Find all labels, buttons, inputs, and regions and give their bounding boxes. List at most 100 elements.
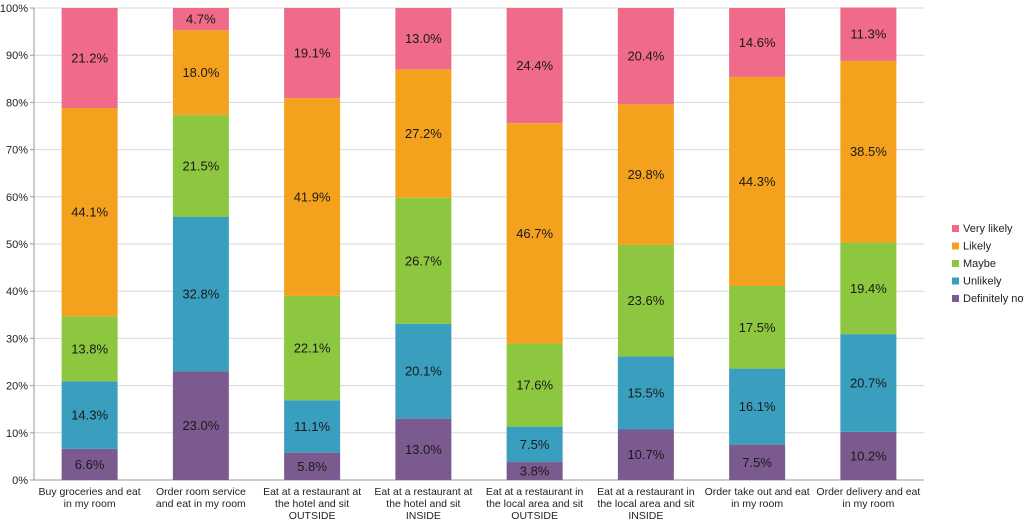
x-category-label-line: in my room — [64, 498, 116, 510]
bar-segment — [840, 334, 897, 432]
bar-stack: 6.6% 14.3% 13.8% 44.1% 21.2% — [61, 8, 118, 480]
legend-swatch — [952, 225, 959, 232]
data-label: 15.5% — [627, 385, 664, 400]
data-label: 16.1% — [739, 399, 776, 414]
bar-segment — [395, 197, 452, 324]
y-axis: 0% 10% 20% 30% 40% 50% 60% 70% 80% 90% 100% — [0, 3, 35, 487]
x-category-label-line: INSIDE — [406, 510, 441, 522]
bar-segment — [506, 123, 563, 344]
data-label: 20.7% — [850, 376, 887, 391]
bar-segment — [506, 343, 563, 427]
x-category-label-line: Eat at a restaurant at — [374, 486, 472, 498]
bar-segment — [617, 429, 674, 480]
data-label: 22.1% — [294, 341, 331, 356]
x-category-label-line: Order room service — [156, 486, 246, 498]
x-category-label: Eat at a restaurant in the local area and… — [597, 486, 695, 522]
x-category-label-line: INSIDE — [628, 510, 663, 522]
x-category-label: Order delivery and eat in my room — [816, 486, 920, 510]
data-label: 7.5% — [742, 455, 772, 470]
data-label: 6.6% — [75, 457, 105, 472]
data-label: 23.6% — [627, 293, 664, 308]
bar-segment — [617, 356, 674, 430]
legend-item: Definitely not — [952, 293, 1024, 305]
bar-segment — [729, 286, 786, 369]
data-label: 44.3% — [739, 174, 776, 189]
bar-segment — [506, 426, 563, 463]
x-category-label: Order take out and eat in my room — [705, 486, 810, 510]
data-label: 20.4% — [627, 49, 664, 64]
bar-segment — [506, 462, 563, 480]
bar-segment — [284, 400, 341, 453]
x-category-label: Eat at a restaurant at the hotel and sit I… — [374, 486, 472, 522]
y-tick-label: 60% — [6, 192, 28, 204]
bar-stack: 10.7% 15.5% 23.6% 29.8% 20.4% — [617, 8, 674, 480]
y-tick-label: 50% — [6, 239, 28, 251]
x-category-label-line: in my room — [842, 498, 894, 510]
data-label: 4.7% — [186, 12, 216, 27]
x-category-label-line: OUTSIDE — [511, 510, 558, 522]
y-tick-label: 80% — [6, 97, 28, 109]
x-category-label-line: the local area and sit — [486, 498, 583, 510]
data-label: 46.7% — [516, 226, 553, 241]
x-category-label-line: Buy groceries and eat — [39, 486, 141, 498]
x-category-label: Order room service and eat in my room — [156, 486, 246, 510]
x-category-label: Eat at a restaurant in the local area and… — [486, 486, 584, 522]
x-category-label-line: the hotel and sit — [386, 498, 460, 510]
legend-label: Likely — [963, 241, 992, 253]
data-label: 13.0% — [405, 442, 442, 457]
bar-segment — [61, 316, 118, 382]
data-label: 29.8% — [627, 167, 664, 182]
y-tick-label: 100% — [0, 3, 28, 15]
y-tick-label: 70% — [6, 145, 28, 157]
data-label: 19.4% — [850, 281, 887, 296]
y-tick-label: 0% — [12, 475, 28, 487]
x-category-label-line: in my room — [731, 498, 783, 510]
bar-segment — [617, 104, 674, 245]
data-label: 3.8% — [520, 464, 550, 479]
bar-segment — [729, 8, 786, 77]
bar-segment — [61, 448, 118, 480]
legend-item: Likely — [952, 241, 992, 253]
y-tick-label: 40% — [6, 286, 28, 298]
bar-segment — [172, 8, 229, 31]
data-label: 26.7% — [405, 253, 442, 268]
data-label: 18.0% — [182, 65, 219, 80]
bar-segment — [729, 76, 786, 287]
legend-swatch — [952, 277, 959, 285]
x-category-label-line: and eat in my room — [156, 498, 246, 510]
bar-stack: 10.2% 20.7% 19.4% 38.5% 11.3% — [840, 7, 897, 480]
data-label: 17.5% — [739, 320, 776, 335]
bar-segment — [172, 115, 229, 217]
x-category-label-line: Order delivery and eat — [816, 486, 920, 498]
bar-stack: 3.8% 7.5% 17.6% 46.7% 24.4% — [506, 8, 563, 480]
x-category-label-line: Eat at a restaurant in — [486, 486, 584, 498]
bar-stack: 7.5% 16.1% 17.5% 44.3% 14.6% — [729, 8, 786, 480]
bar-segment — [729, 444, 786, 480]
data-label: 21.2% — [71, 51, 108, 66]
data-label: 7.5% — [520, 437, 550, 452]
y-tick-label: 20% — [6, 381, 28, 393]
data-label: 19.1% — [294, 46, 331, 61]
legend-label: Very likely — [963, 223, 1013, 235]
data-label: 17.6% — [516, 378, 553, 393]
data-label: 41.9% — [294, 190, 331, 205]
bar-segment — [61, 8, 118, 109]
x-category-label-line: Order take out and eat — [705, 486, 810, 498]
data-label: 13.0% — [405, 31, 442, 46]
bar-segment — [61, 381, 118, 449]
bar-segment — [729, 368, 786, 445]
legend-swatch — [952, 260, 959, 267]
y-tick-label: 10% — [6, 428, 28, 440]
bar-segment — [395, 69, 452, 198]
bar-stack: 5.8% 11.1% 22.1% 41.9% 19.1% — [284, 8, 341, 480]
x-category-label-line: Eat at a restaurant in — [597, 486, 695, 498]
bar-segment — [284, 452, 341, 480]
data-label: 10.2% — [850, 448, 887, 463]
data-label: 14.3% — [71, 408, 108, 423]
legend: Very likely Likely Maybe Unlikely Definitely… — [952, 223, 1024, 305]
data-label: 44.1% — [71, 205, 108, 220]
data-label: 10.7% — [627, 447, 664, 462]
bar-segment — [840, 242, 897, 335]
legend-item: Very likely — [952, 223, 1013, 235]
